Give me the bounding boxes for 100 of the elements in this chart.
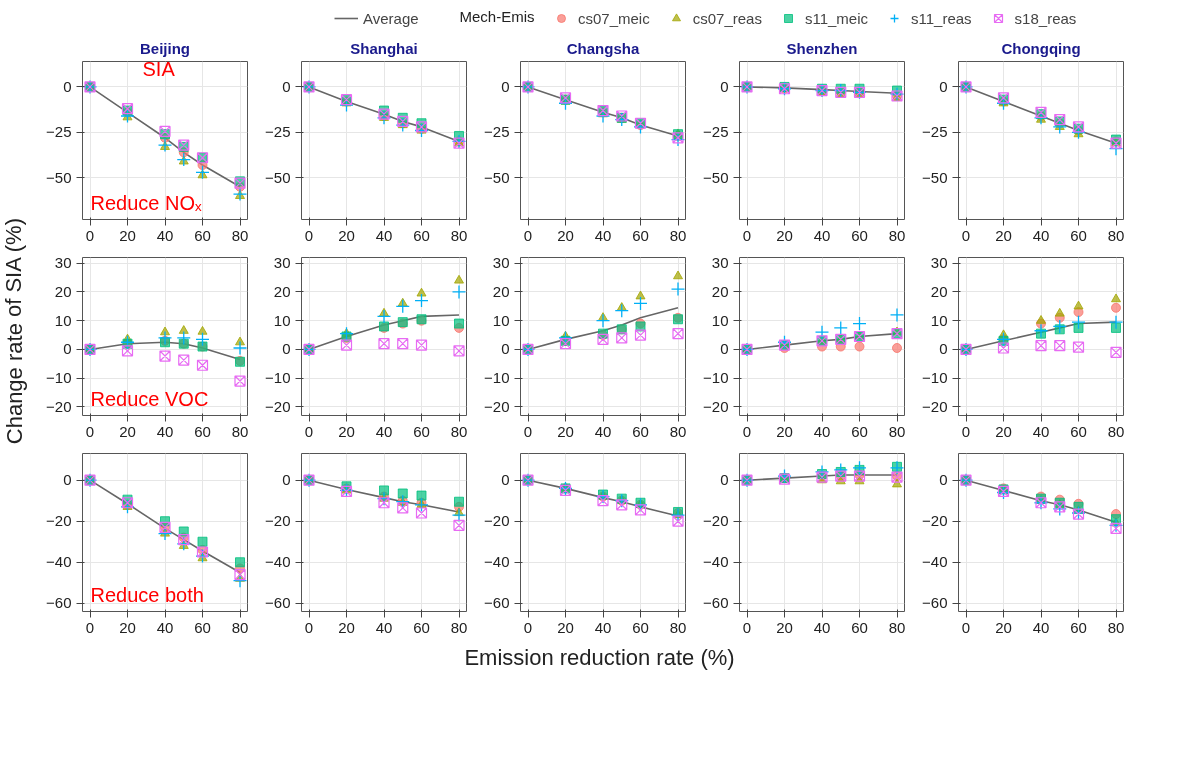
x-tick-label: 20 <box>338 422 355 440</box>
chart-title: Shanghai <box>350 39 418 57</box>
x-tick-label: 40 <box>594 618 612 636</box>
y-tick-label: 20 <box>492 282 510 300</box>
x-tick-label: 20 <box>119 618 136 636</box>
y-tick-label: −20 <box>703 512 729 530</box>
x-tick-label: 60 <box>194 618 211 636</box>
x-tick-label: 60 <box>632 422 649 440</box>
x-tick-label: 60 <box>851 618 868 636</box>
x-tick-label: 20 <box>557 226 574 244</box>
x-tick-label: 40 <box>1032 618 1050 636</box>
y-tick-label: −20 <box>484 512 510 530</box>
x-tick-label: 80 <box>888 422 906 440</box>
x-tick-label: 20 <box>338 618 355 636</box>
x-tick-label: 40 <box>594 226 612 244</box>
x-tick-label: 40 <box>156 226 174 244</box>
y-tick-label: 0 <box>720 340 729 358</box>
x-tick-label: 60 <box>413 422 430 440</box>
x-tick-label: 80 <box>669 226 687 244</box>
y-tick-label: −20 <box>922 512 948 530</box>
x-tick-label: 40 <box>156 618 174 636</box>
x-tick-label: 0 <box>85 422 95 440</box>
x-tick-label: 80 <box>1107 226 1125 244</box>
y-tick-label: 20 <box>54 282 72 300</box>
x-tick-label: 60 <box>851 226 868 244</box>
x-tick-label: 60 <box>1070 422 1087 440</box>
y-tick-label: 0 <box>939 471 948 489</box>
y-tick-label: 0 <box>63 471 72 489</box>
y-tick-label: −25 <box>265 123 291 141</box>
x-tick-label: 40 <box>1032 422 1050 440</box>
x-tick-label: 80 <box>231 226 249 244</box>
x-tick-label: 60 <box>632 226 649 244</box>
x-tick-label: 20 <box>995 422 1012 440</box>
y-tick-label: 30 <box>930 254 948 272</box>
legend-label: cs07_reas <box>692 9 762 27</box>
x-tick-label: 80 <box>1107 618 1125 636</box>
y-tick-label: 0 <box>501 77 510 95</box>
chart-title: Chongqing <box>1001 39 1081 57</box>
x-tick-label: 0 <box>742 422 752 440</box>
y-tick-label: −20 <box>265 397 291 415</box>
chart-title: Beijing <box>140 39 191 57</box>
x-tick-label: 0 <box>304 422 314 440</box>
x-tick-label: 0 <box>961 226 971 244</box>
y-tick-label: 0 <box>501 340 510 358</box>
x-tick-label: 0 <box>304 618 314 636</box>
y-tick-label: −10 <box>922 369 948 387</box>
x-tick-label: 20 <box>995 618 1012 636</box>
x-tick-label: 0 <box>742 226 752 244</box>
y-tick-label: −50 <box>46 168 72 186</box>
legend-label: cs07_meic <box>578 9 650 27</box>
y-tick-label: −20 <box>46 512 72 530</box>
y-tick-label: −40 <box>922 553 948 571</box>
y-axis-title: Change rate of SIA (%) <box>1 217 27 445</box>
x-tick-label: 40 <box>813 618 831 636</box>
y-tick-label: 10 <box>54 311 72 329</box>
y-tick-label: −10 <box>46 369 72 387</box>
y-tick-label: 30 <box>273 254 291 272</box>
y-tick-label: 20 <box>273 282 291 300</box>
y-tick-label: −50 <box>265 168 291 186</box>
x-tick-label: 0 <box>85 618 95 636</box>
y-tick-label: 10 <box>711 311 729 329</box>
x-tick-label: 20 <box>557 618 574 636</box>
y-tick-label: 0 <box>282 471 291 489</box>
y-tick-label: −40 <box>265 553 291 571</box>
x-tick-label: 40 <box>156 422 174 440</box>
y-tick-label: 30 <box>711 254 729 272</box>
y-tick-label: −25 <box>484 123 510 141</box>
x-tick-label: 40 <box>813 422 831 440</box>
legend-title: Mech-Emis <box>459 7 535 25</box>
x-tick-label: 0 <box>961 618 971 636</box>
chart-title: Shenzhen <box>786 39 858 57</box>
y-tick-label: −60 <box>46 594 72 612</box>
y-tick-label: −40 <box>46 553 72 571</box>
x-tick-label: 40 <box>375 618 393 636</box>
y-tick-label: 20 <box>711 282 729 300</box>
x-tick-label: 0 <box>523 226 533 244</box>
x-tick-label: 20 <box>776 618 793 636</box>
x-tick-label: 20 <box>776 422 793 440</box>
y-tick-label: −10 <box>484 369 510 387</box>
y-tick-label: −20 <box>922 397 948 415</box>
x-tick-label: 80 <box>1107 422 1125 440</box>
x-tick-label: 80 <box>231 422 249 440</box>
y-tick-label: −60 <box>922 594 948 612</box>
legend-label: s11_meic <box>804 9 869 27</box>
y-tick-label: 0 <box>282 340 291 358</box>
x-tick-label: 60 <box>1070 618 1087 636</box>
x-tick-label: 0 <box>85 226 95 244</box>
x-tick-label: 80 <box>669 422 687 440</box>
y-tick-label: −20 <box>46 397 72 415</box>
x-tick-label: 0 <box>961 422 971 440</box>
x-tick-label: 40 <box>375 422 393 440</box>
y-tick-label: −50 <box>484 168 510 186</box>
y-tick-label: −40 <box>484 553 510 571</box>
x-tick-label: 20 <box>119 226 136 244</box>
x-tick-label: 0 <box>304 226 314 244</box>
x-tick-label: 80 <box>450 618 468 636</box>
x-tick-label: 0 <box>523 422 533 440</box>
y-tick-label: −50 <box>922 168 948 186</box>
x-tick-label: 60 <box>194 422 211 440</box>
x-tick-label: 40 <box>375 226 393 244</box>
